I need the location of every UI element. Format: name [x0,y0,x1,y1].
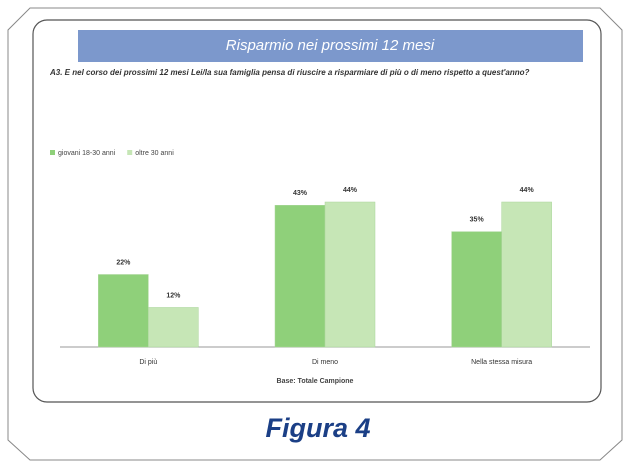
caption: Figura 4 [265,413,370,443]
data-label: 43% [293,190,308,197]
x-tick-label: Nella stessa misura [471,359,532,366]
bar [501,201,552,348]
chart-title: Risparmio nei prossimi 12 mesi [226,37,435,54]
legend-label: oltre 30 anni [135,150,174,157]
data-label: 44% [343,187,358,194]
data-label: 35% [470,217,485,224]
data-label: 12% [166,292,181,299]
legend-swatch [50,150,55,155]
x-axis-label: Base: Totale Campione [277,378,354,385]
data-label: 44% [520,187,535,194]
question-box: A3. E nel corso dei prossimi 12 mesi Lei… [50,68,530,77]
x-tick-label: Di più [139,359,157,366]
bar [451,231,502,348]
bar [148,307,199,348]
legend-label: giovani 18-30 anni [58,150,116,157]
bar [274,205,326,348]
outer-frame [7,7,623,461]
bar [324,201,376,348]
legend-swatch [127,150,133,155]
question: A3. E nel corso dei prossimi 12 mesi Lei… [50,68,530,77]
x-tick-label: Di meno [312,359,338,366]
data-label: 22% [116,259,131,266]
bar [98,274,149,348]
title-band [78,30,583,62]
